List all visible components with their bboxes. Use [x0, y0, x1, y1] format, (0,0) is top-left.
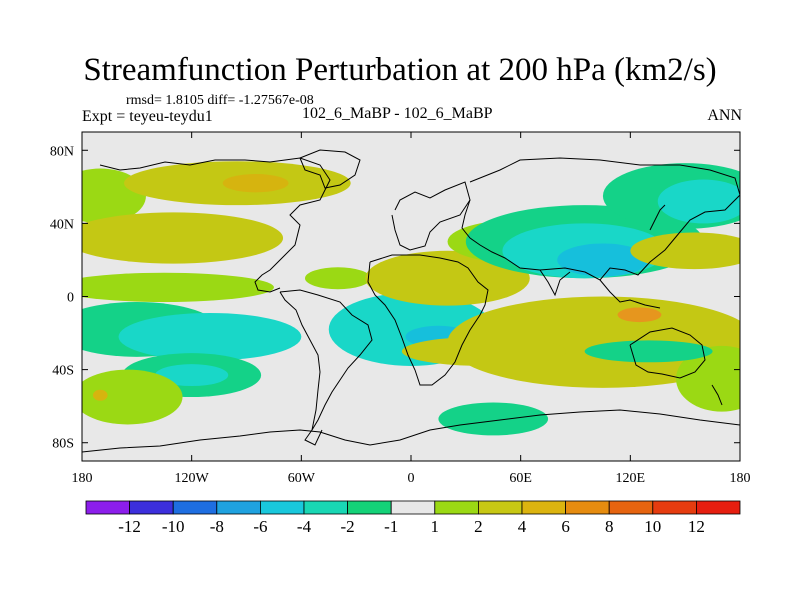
contour-region	[118, 312, 302, 361]
contour-region	[447, 296, 740, 388]
x-tick-label: 60W	[288, 471, 316, 486]
x-tick-label: 120E	[616, 471, 646, 486]
colorbar-swatch	[652, 500, 697, 515]
x-axis: 180 120W 60W 0 60E 120E 180	[72, 132, 751, 486]
contour-region	[222, 174, 289, 193]
contour-region	[617, 307, 662, 323]
colorbar-swatch	[259, 500, 305, 515]
contour-region	[657, 179, 740, 224]
contour-region	[438, 402, 549, 436]
x-tick-label: 60E	[509, 471, 532, 486]
contour-region	[82, 272, 274, 302]
coastlines	[82, 149, 740, 453]
coastline-india	[539, 269, 571, 297]
colorbar-label: 4	[518, 517, 527, 536]
colorbar-swatch	[85, 500, 130, 515]
contour-region	[676, 345, 740, 412]
x-tick-label: 0	[408, 471, 415, 486]
coastline-africa	[367, 254, 489, 386]
x-tick-label: 180	[730, 471, 751, 486]
colorbar-swatch	[129, 500, 174, 515]
colorbar-label: -12	[118, 517, 141, 536]
colorbar-swatch	[565, 500, 610, 515]
colorbar-label: -1	[384, 517, 398, 536]
colorbar-swatch	[390, 500, 436, 515]
colorbar-label: -10	[162, 517, 185, 536]
season-label: ANN	[707, 107, 742, 124]
y-tick-label: 40S	[52, 364, 74, 379]
contour-region	[82, 369, 183, 425]
colorbar-swatch	[303, 500, 348, 515]
coastline-south-america	[279, 289, 373, 446]
colorbar-swatch	[434, 500, 479, 515]
contour-region	[82, 212, 284, 264]
colorbar-swatch	[608, 500, 654, 515]
colorbar-label: 6	[561, 517, 570, 536]
coastline-asia	[461, 157, 740, 281]
chart-title: Streamfunction Perturbation at 200 hPa (…	[83, 52, 717, 88]
colorbar: -12 -10 -8 -6 -4 -2 -1 1 2 4 6 8 10 12	[85, 500, 741, 536]
y-axis: 80N 40N 0 40S 80S	[50, 144, 740, 452]
coastline-north-america	[99, 157, 331, 293]
colorbar-label: 1	[431, 517, 440, 536]
y-tick-label: 0	[67, 291, 74, 306]
stats-label: rmsd= 1.8105 diff= -1.27567e-08	[126, 93, 314, 108]
contour-region	[557, 243, 649, 277]
contour-region	[630, 232, 740, 270]
colorbar-label: 8	[605, 517, 614, 536]
contour-region	[92, 389, 108, 401]
coastline-antarctica	[82, 409, 740, 453]
colorbar-swatch	[347, 500, 392, 515]
colorbar-label: -4	[297, 517, 312, 536]
y-tick-label: 40N	[50, 217, 74, 232]
colorbar-label: 2	[474, 517, 483, 536]
colorbar-label: -6	[253, 517, 267, 536]
contour-region	[365, 250, 530, 306]
colorbar-swatch	[521, 500, 566, 515]
colorbar-label: 10	[644, 517, 661, 536]
coastline-greenland	[299, 149, 361, 189]
contour-region	[155, 364, 229, 387]
x-tick-label: 180	[72, 471, 93, 486]
plot-area	[81, 131, 741, 462]
experiment-label: Expt = teyeu-teydu1	[82, 108, 213, 125]
case-label: 102_6_MaBP - 102_6_MaBP	[302, 105, 493, 122]
coastline-southeast-asia	[599, 279, 661, 309]
y-tick-label: 80N	[50, 144, 74, 159]
contour-region	[304, 267, 371, 290]
colorbar-label: -2	[341, 517, 355, 536]
coastline-south-america-west	[279, 291, 321, 431]
coastline-japan	[649, 204, 666, 231]
colorbar-swatch	[216, 500, 261, 515]
coastline-europe	[391, 181, 471, 251]
colorbar-label: 12	[688, 517, 705, 536]
colorbar-swatch	[477, 500, 523, 515]
contour-region	[401, 336, 567, 366]
coastline-australia	[629, 327, 706, 379]
x-tick-label: 120W	[175, 471, 210, 486]
y-tick-label: 80S	[52, 437, 74, 452]
coastline-new-zealand	[711, 384, 723, 406]
colorbar-swatch	[172, 500, 218, 515]
contour-region	[584, 340, 713, 363]
colorbar-swatch	[696, 500, 741, 515]
colorbar-label: -8	[210, 517, 224, 536]
